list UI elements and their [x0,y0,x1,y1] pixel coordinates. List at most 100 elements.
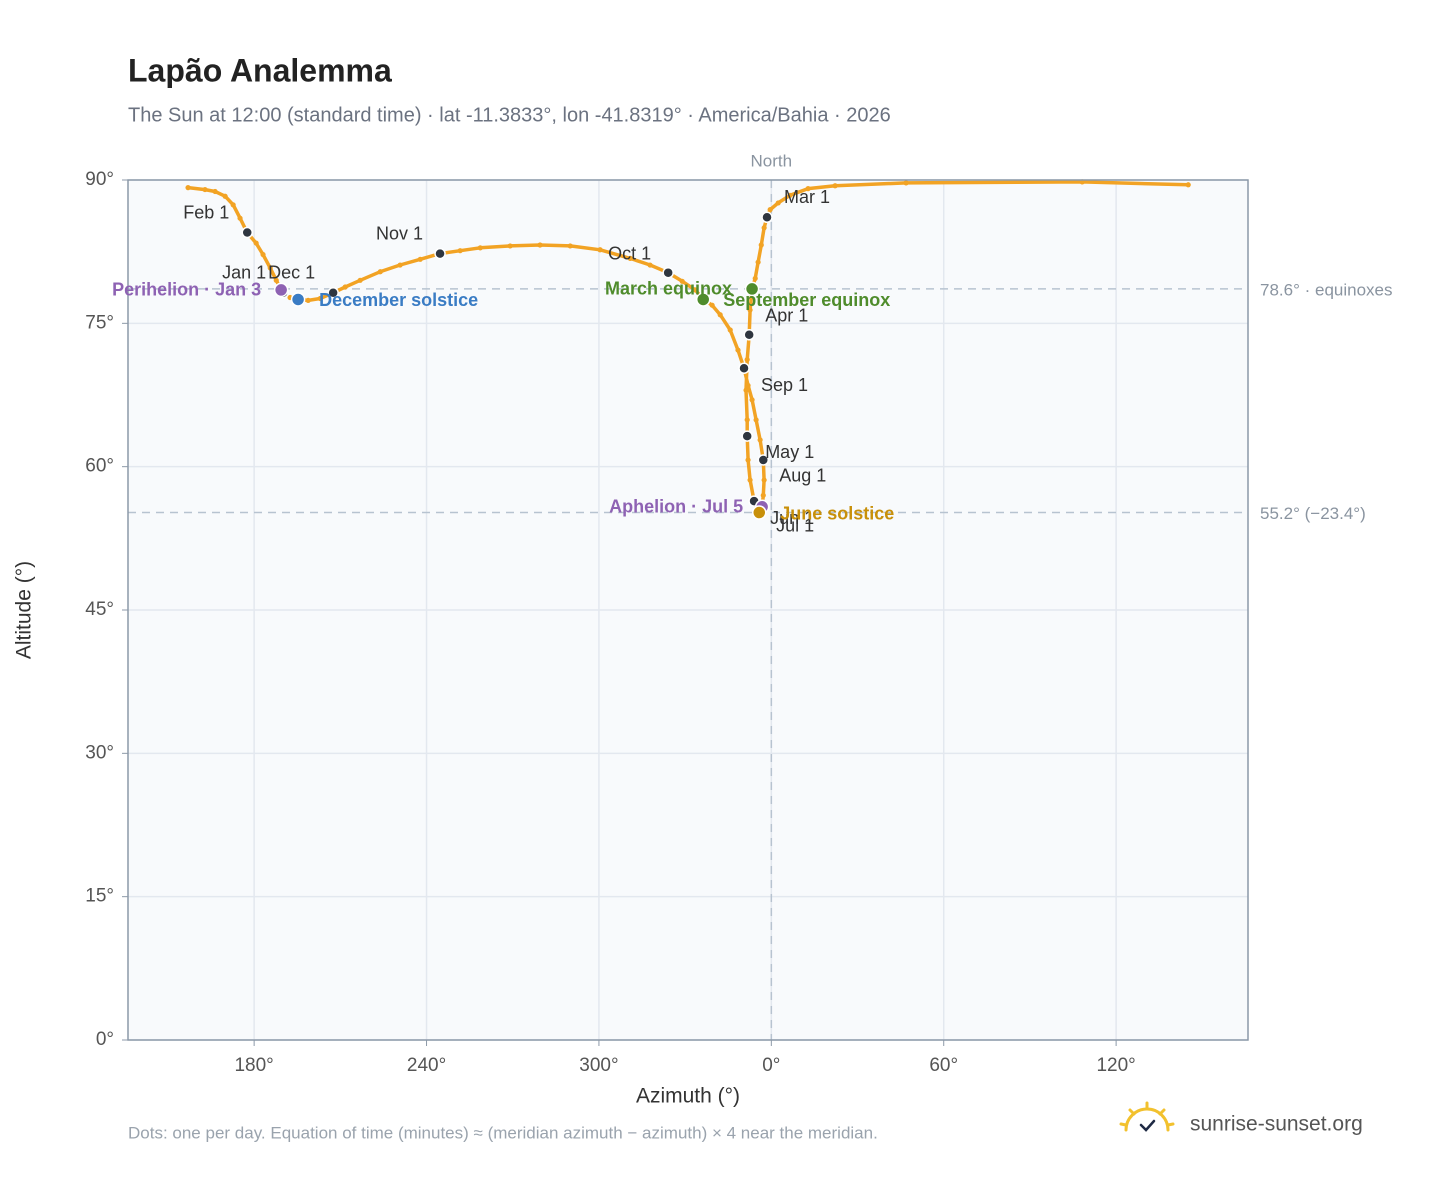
daily-dot [787,192,793,198]
daily-dot [709,302,715,308]
daily-dot [507,243,513,249]
daily-dot [212,188,218,195]
month-marker [761,211,773,224]
daily-dot [567,243,573,249]
daily-dot [749,397,755,403]
month-label: Apr 1 [765,306,808,326]
event-marker [273,282,289,298]
y-tick-label: 60° [85,456,114,477]
footnote: Dots: one per day. Equation of time (min… [128,1123,878,1142]
reference-label: 78.6° · equinoxes [1260,280,1393,299]
month-label: Sep 1 [761,375,808,395]
daily-dot [273,277,279,283]
daily-dot [761,225,767,231]
daily-dot [805,186,811,192]
daily-dot [305,297,311,303]
daily-dot [744,417,750,423]
month-marker [241,226,253,239]
month-marker [327,287,339,299]
month-label: Jul 1 [776,515,814,535]
chart-title: Lapão Analemma [128,52,392,88]
month-label: Feb 1 [183,202,229,222]
daily-dot [903,180,909,186]
plot [185,179,1191,520]
daily-dot [832,183,838,189]
month-marker [738,362,750,374]
x-tick-label: 240° [407,1055,446,1076]
plot-frame [127,179,1249,1041]
daily-dot [230,202,236,208]
daily-dot [727,327,733,333]
month-marker [757,454,770,466]
daily-dot [743,387,749,393]
daily-dot [185,185,191,191]
daily-dot [752,275,758,282]
y-tick-label: 90° [85,169,114,190]
y-tick-label: 75° [85,312,114,333]
daily-dot [597,247,603,253]
daily-dot [253,240,259,246]
y-tick-label: 0° [96,1029,114,1050]
month-marker [741,430,753,442]
x-tick-label: 300° [579,1055,618,1076]
daily-dot [761,477,767,483]
daily-dot [397,262,403,268]
daily-dot [717,312,723,318]
y-tick-label: 30° [85,742,114,763]
x-axis-label: Azimuth (°) [636,1085,740,1108]
daily-dot [417,256,423,262]
grid [122,179,1248,1046]
x-tick-label: 180° [234,1055,273,1076]
daily-dot [477,245,483,251]
daily-dot [377,269,383,275]
daily-dot [222,193,228,199]
event-marker [290,292,306,307]
month-marker [743,329,755,341]
daily-dot [647,262,653,268]
daily-dot [757,437,763,443]
daily-dot [267,265,273,271]
daily-dot [735,347,741,353]
month-label: Nov 1 [376,223,423,243]
daily-dot [260,251,266,258]
daily-dot [202,186,208,193]
north-label: North [751,151,793,170]
daily-dot [747,477,753,483]
daily-dot [747,307,753,313]
month-marker [434,247,446,260]
month-label: Dec 1 [268,263,315,283]
daily-dot [679,278,685,284]
daily-dot [758,242,764,248]
daily-dot [237,215,243,221]
event-marker [744,281,760,297]
daily-dot [537,242,543,248]
month-label: Jun 1 [770,508,814,528]
month-label: May 1 [765,442,814,462]
daily-dot [745,382,751,389]
daily-dot [760,492,766,498]
month-marker [662,266,674,279]
event-marker [752,505,767,520]
daily-dot [744,357,750,363]
month-label: Mar 1 [784,187,830,207]
brand-logo [1119,1101,1175,1132]
daily-dot [1185,182,1191,188]
event-label: June solstice [780,503,894,523]
daily-dot [692,287,698,293]
daily-dot [767,207,773,213]
y-tick-label: 45° [85,599,114,620]
daily-dot [745,457,751,463]
x-tick-label: 60° [929,1055,958,1076]
brand: sunrise-sunset.org [1190,1113,1363,1136]
daily-dot [457,248,463,254]
daily-dot [357,277,363,283]
event-label: September equinox [723,290,890,310]
daily-dot [342,284,348,290]
month-label: Jan 1 [222,263,266,283]
x-tick-label: 0° [762,1055,780,1076]
y-tick-label: 15° [85,886,114,907]
event-label: Aphelion · Jul 5 [609,497,743,517]
month-label: Oct 1 [608,243,651,263]
month-label: Aug 1 [779,466,826,486]
